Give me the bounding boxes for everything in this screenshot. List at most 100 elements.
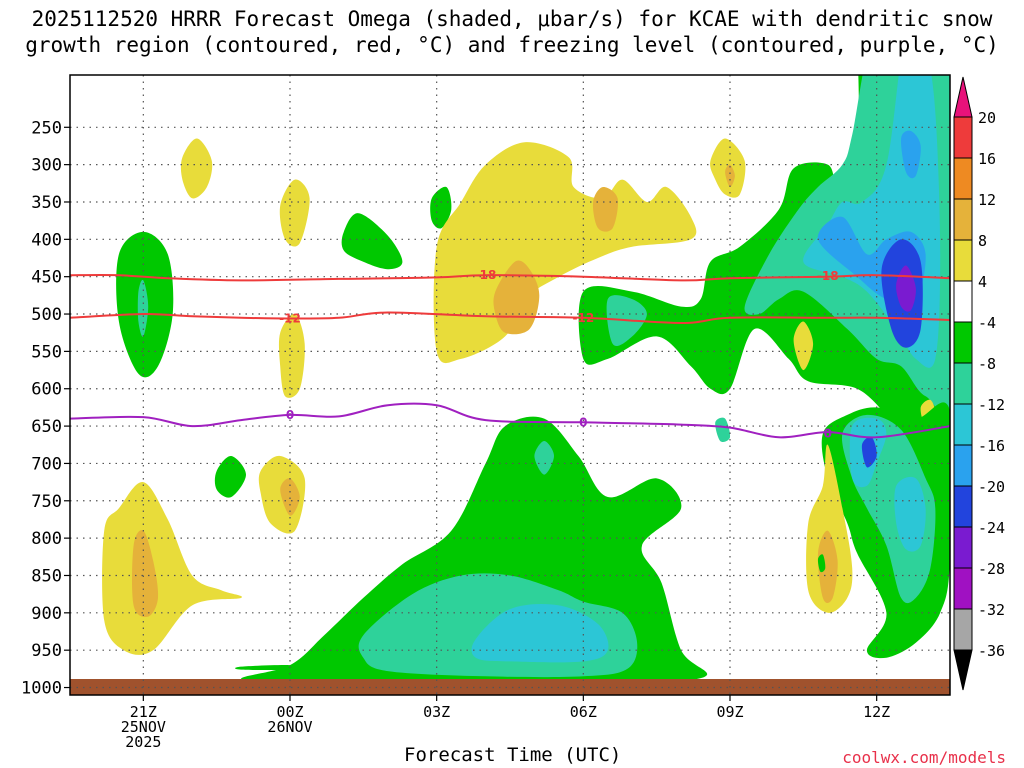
xtick-label-09Z-0: 09Z xyxy=(716,703,743,721)
ytick-label-250: 250 xyxy=(31,118,62,138)
colorbar-tick-6: -8 xyxy=(978,355,996,373)
omega-region-6 xyxy=(430,186,452,229)
ground-surface-bar xyxy=(70,679,950,695)
ytick-label-500: 500 xyxy=(31,305,62,325)
omega-region-40 xyxy=(235,664,297,671)
xtick-label-06Z-0: 06Z xyxy=(570,703,597,721)
chart-title-line-1: 2025112520 HRRR Forecast Omega (shaded, … xyxy=(31,7,993,31)
omega-region-9 xyxy=(280,478,300,516)
omega-shading-layer xyxy=(102,75,950,689)
xtick-label-12Z-0: 12Z xyxy=(863,703,890,721)
ytick-label-450: 450 xyxy=(31,268,62,288)
colorbar-bin-6 xyxy=(953,321,973,364)
omega-region-14 xyxy=(592,186,619,232)
isotherm-label-4: 0 xyxy=(286,408,294,422)
colorbar-bin-5 xyxy=(953,280,973,323)
xtick-label-21Z-0: 21Z xyxy=(130,703,157,721)
colorbar-tick-11: -28 xyxy=(978,560,1005,578)
omega-region-2 xyxy=(180,138,213,199)
omega-region-4 xyxy=(278,313,305,398)
colorbar-tick-0: 20 xyxy=(978,109,996,127)
colorbar-tick-4: 4 xyxy=(978,273,987,291)
xtick-label-03Z-0: 03Z xyxy=(423,703,450,721)
isotherm-line-0 xyxy=(70,273,950,282)
isotherm-layer: -18 -18 -12 -12 0 0 0 xyxy=(70,268,950,441)
omega-region-20 xyxy=(725,164,735,188)
ytick-label-800: 800 xyxy=(31,529,62,549)
ytick-label-350: 350 xyxy=(31,193,62,213)
omega-region-1 xyxy=(137,279,149,337)
ytick-label-850: 850 xyxy=(31,566,62,586)
ytick-label-400: 400 xyxy=(31,230,62,250)
colorbar-tick-12: -32 xyxy=(978,601,1005,619)
isotherm-line-1 xyxy=(70,311,950,325)
ytick-label-900: 900 xyxy=(31,604,62,624)
colorbar-tick-7: -12 xyxy=(978,396,1005,414)
omega-region-5 xyxy=(341,213,403,270)
colorbar-tick-13: -36 xyxy=(978,642,1005,660)
ytick-label-950: 950 xyxy=(31,641,62,661)
colorbar-tick-1: 16 xyxy=(978,150,996,168)
isotherm-label-0: -18 xyxy=(475,268,497,282)
isotherm-label-6: 0 xyxy=(824,427,832,441)
ytick-label-550: 550 xyxy=(31,342,62,362)
colorbar-bin-3 xyxy=(953,198,973,241)
omega-region-37 xyxy=(817,530,838,604)
y-axis-ticks: 250 300 350 400 450 500 550 600 650 700 750 800 850 9… xyxy=(21,118,70,699)
omega-region-10 xyxy=(102,481,243,655)
omega-region-7 xyxy=(214,455,246,498)
colorbar-tick-10: -24 xyxy=(978,519,1005,537)
omega-region-38 xyxy=(817,554,826,573)
source-credit: coolwx.com/models xyxy=(842,748,1006,767)
ytick-label-600: 600 xyxy=(31,380,62,400)
omega-region-17 xyxy=(471,603,609,663)
xtick-label-00Z-0: 00Z xyxy=(276,703,303,721)
xtick-label-00Z-1: 26NOV xyxy=(267,718,312,736)
colorbar-bin-10 xyxy=(953,485,973,528)
colorbar-tick-8: -16 xyxy=(978,437,1005,455)
plot-frame xyxy=(69,74,951,696)
isotherm-label-2: -12 xyxy=(279,312,301,326)
colorbar-top-arrow xyxy=(953,76,973,118)
colorbar-tick-9: -20 xyxy=(978,478,1005,496)
omega-region-34 xyxy=(894,476,926,552)
xtick-label-21Z-1: 25NOV xyxy=(121,718,166,736)
colorbar-bin-11 xyxy=(953,526,973,569)
omega-region-11 xyxy=(132,530,159,618)
xtick-label-21Z-2: 2025 xyxy=(125,733,161,751)
colorbar-tick-2: 12 xyxy=(978,191,996,209)
colorbar-bin-1 xyxy=(953,116,973,159)
x-axis-label: Forecast Time (UTC) xyxy=(404,744,622,766)
colorbar-bin-2 xyxy=(953,157,973,200)
omega-region-18 xyxy=(534,441,554,475)
colorbar-bin-7 xyxy=(953,362,973,405)
isotherm-line-2 xyxy=(70,402,950,439)
omega-region-35 xyxy=(861,436,877,468)
colorbar-tick-5: -4 xyxy=(978,314,996,332)
omega-region-3 xyxy=(279,179,310,247)
colorbar-bin-8 xyxy=(953,403,973,446)
colorbar-bin-13 xyxy=(953,608,973,651)
omega-region-26 xyxy=(900,130,921,179)
colorbar-bottom-arrow xyxy=(953,649,973,691)
ytick-label-750: 750 xyxy=(31,492,62,512)
ytick-label-1000: 1000 xyxy=(21,679,62,699)
isotherm-label-1: -18 xyxy=(817,269,839,283)
ytick-label-650: 650 xyxy=(31,417,62,437)
colorbar: 20 16 12 8 4 -4 -8 -12 -16 -20 -24 -28 -32 -36 xyxy=(953,76,1005,691)
omega-region-36 xyxy=(806,444,853,613)
omega-region-29 xyxy=(793,321,814,371)
colorbar-tick-3: 8 xyxy=(978,232,987,250)
ytick-label-700: 700 xyxy=(31,454,62,474)
colorbar-bin-12 xyxy=(953,567,973,610)
chart-title: 2025112520 HRRR Forecast Omega (shaded, … xyxy=(0,6,1024,58)
chart-title-line-2: growth region (contoured, red, °C) and f… xyxy=(25,33,999,57)
colorbar-bin-9 xyxy=(953,444,973,487)
colorbar-bin-4 xyxy=(953,239,973,282)
isotherm-label-5: 0 xyxy=(579,415,587,429)
ytick-label-300: 300 xyxy=(31,156,62,176)
omega-region-39 xyxy=(715,417,731,443)
isotherm-label-3: -12 xyxy=(572,311,594,325)
